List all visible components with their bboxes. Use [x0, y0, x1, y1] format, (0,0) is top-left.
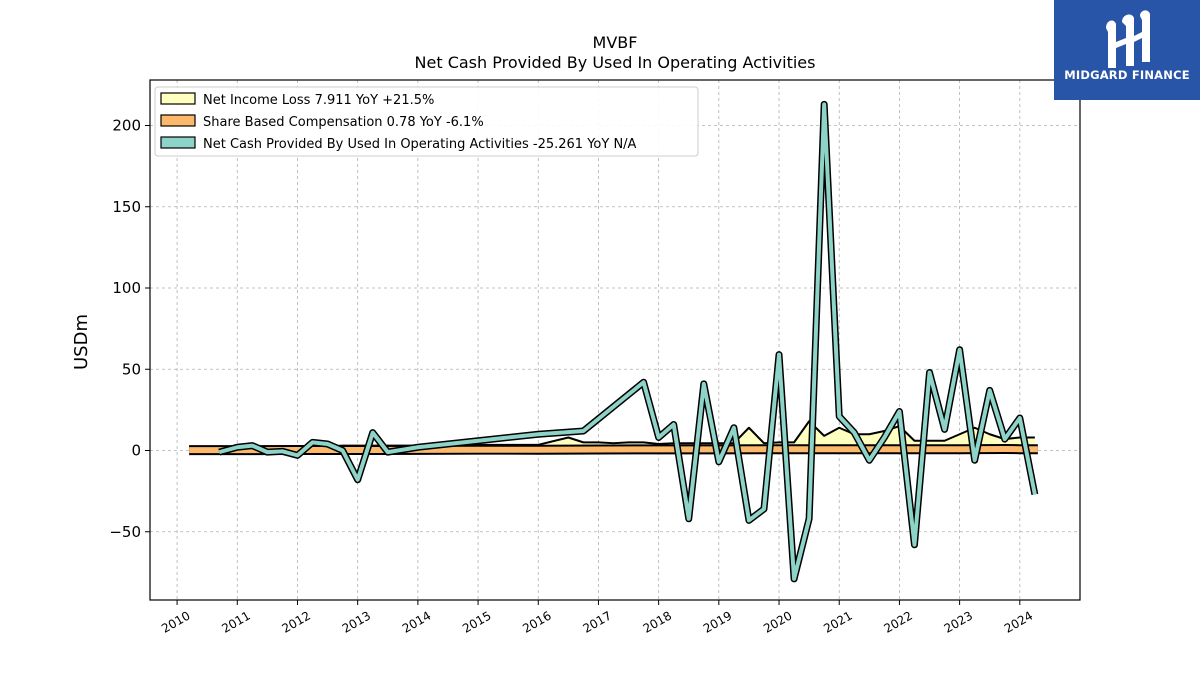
chart-subtitle: Net Cash Provided By Used In Operating A… [415, 53, 816, 72]
x-tick-label: 2018 [641, 608, 674, 635]
y-tick-label: 150 [112, 198, 141, 216]
x-tick-label: 2012 [280, 608, 313, 635]
axes: 2010 2011 2012 2013 2014 2015 2016 2017 2018 2019… [109, 117, 1035, 636]
y-tick-label: −50 [109, 523, 141, 541]
x-tick-label: 2021 [821, 608, 854, 635]
legend-box [154, 86, 699, 157]
plot-frame [149, 79, 1081, 601]
legend-label-net-cash: Net Cash Provided By Used In Operating A… [203, 137, 637, 152]
midgard-m-logo-icon [1106, 10, 1150, 68]
legend: Net Income Loss 7.911 YoY +21.5% Share B… [154, 86, 699, 157]
series-net-income-area [189, 421, 1035, 451]
y-tick-label: 50 [122, 360, 141, 378]
legend-swatch-share-based-comp [160, 114, 196, 127]
legend-label-net-income: Net Income Loss 7.911 YoY +21.5% [203, 93, 434, 108]
x-tick-label: 2010 [159, 608, 192, 635]
y-axis-label: USDm [71, 314, 92, 370]
x-tick-label: 2013 [340, 608, 373, 635]
series-net-cash-outline [218, 100, 1039, 583]
logo-text: MIDGARD FINANCE [1064, 68, 1190, 82]
y-tick-label: 0 [131, 442, 141, 460]
x-tick-label: 2023 [942, 608, 975, 635]
series-share-based-comp-line [189, 446, 1038, 454]
x-tick-label: 2017 [580, 608, 613, 635]
x-tick-label: 2011 [219, 608, 252, 635]
grid [150, 80, 1080, 600]
x-tick-label: 2020 [761, 608, 794, 635]
plot-series [189, 100, 1039, 583]
legend-label-share-based-comp: Share Based Compensation 0.78 YoY -6.1% [203, 115, 484, 130]
x-tick-label: 2019 [701, 608, 734, 635]
series-net-cash-line [218, 102, 1037, 581]
legend-swatch-net-cash [160, 136, 196, 149]
x-tick-label: 2022 [881, 608, 914, 635]
x-tick-label: 2015 [460, 608, 493, 635]
x-tick-label: 2014 [400, 608, 433, 635]
midgard-finance-logo: MIDGARD FINANCE [1054, 0, 1200, 100]
legend-swatch-net-income [160, 92, 196, 105]
chart-title: MVBF [593, 33, 638, 52]
x-tick-label: 2016 [520, 608, 553, 635]
y-tick-label: 100 [112, 279, 141, 297]
x-tick-label: 2024 [1002, 608, 1035, 635]
y-tick-label: 200 [112, 117, 141, 135]
